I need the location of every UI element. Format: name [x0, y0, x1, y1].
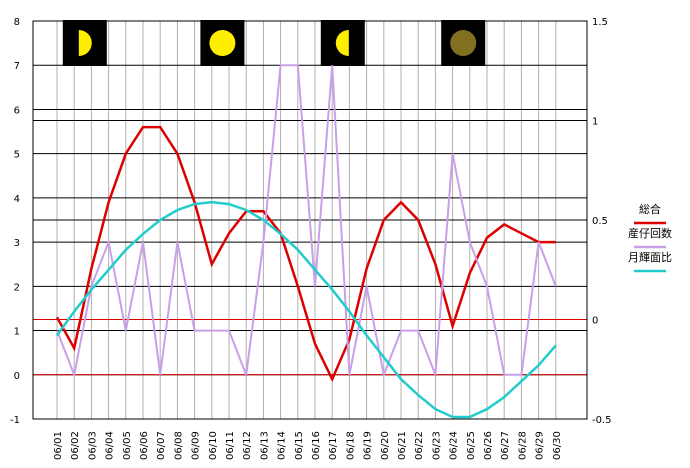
x-tick-label: 06/06 [139, 431, 150, 460]
y-tick-label: 0 [14, 371, 20, 382]
y2-tick-label: 1.5 [592, 17, 608, 28]
x-tick-label: 06/27 [500, 431, 511, 460]
x-tick-label: 06/15 [294, 431, 305, 460]
y2-tick-label: 1 [592, 117, 598, 128]
full-moon-icon [209, 30, 236, 56]
last-quarter-moon-icon [335, 30, 349, 56]
legend-label: 月輝面比 [628, 251, 672, 264]
x-tick-label: 06/02 [70, 431, 81, 460]
y2-tick-label: -0.5 [592, 415, 612, 426]
new-moon-icon [450, 30, 477, 56]
series-line [55, 200, 557, 419]
y-tick-label: -1 [10, 415, 20, 426]
x-tick-label: 06/08 [173, 431, 184, 460]
y2-tick-label: 0.5 [592, 216, 608, 227]
y-tick-label: 7 [14, 61, 20, 72]
x-tick-label: 06/17 [328, 431, 339, 460]
x-tick-label: 06/11 [225, 431, 236, 460]
x-tick-label: 06/22 [414, 431, 425, 460]
x-tick-label: 06/13 [259, 431, 270, 460]
x-tick-label: 06/09 [191, 431, 202, 460]
legend-label: 総合 [639, 202, 661, 216]
y-tick-label: 2 [14, 282, 20, 293]
plot-frame [32, 20, 588, 420]
x-tick-label: 06/04 [105, 431, 116, 460]
x-tick-label: 06/20 [380, 431, 391, 460]
x-tick-label: 06/01 [53, 431, 64, 460]
y-tick-label: 4 [14, 194, 20, 205]
x-tick-label: 06/30 [552, 431, 563, 460]
x-tick-label: 06/07 [156, 431, 167, 460]
legend-label: 産仔回数 [628, 227, 672, 240]
y-tick-label: 5 [14, 150, 20, 161]
x-tick-label: 06/21 [397, 431, 408, 460]
first-quarter-moon-icon [78, 30, 92, 56]
x-tick-label: 06/23 [431, 431, 442, 460]
y-tick-label: 3 [14, 238, 20, 249]
x-tick-label: 06/19 [363, 431, 374, 460]
x-tick-label: 06/18 [345, 431, 356, 460]
y-tick-label: 6 [14, 105, 20, 116]
y2-tick-label: 0 [592, 316, 598, 327]
x-tick-label: 06/28 [517, 431, 528, 460]
y-tick-label: 8 [14, 17, 20, 28]
x-tick-label: 06/12 [242, 431, 253, 460]
x-tick-label: 06/05 [122, 431, 133, 460]
x-tick-label: 06/29 [535, 431, 546, 460]
x-tick-label: 06/24 [449, 431, 460, 460]
x-tick-label: 06/14 [277, 431, 288, 460]
series-line [55, 125, 556, 383]
x-tick-label: 06/26 [483, 431, 494, 460]
series-line [56, 64, 557, 379]
x-tick-label: 06/10 [208, 431, 219, 460]
x-tick-label: 06/03 [87, 431, 98, 460]
x-tick-label: 06/25 [466, 431, 477, 460]
y-tick-label: 1 [14, 327, 20, 338]
x-tick-label: 06/16 [311, 431, 322, 460]
